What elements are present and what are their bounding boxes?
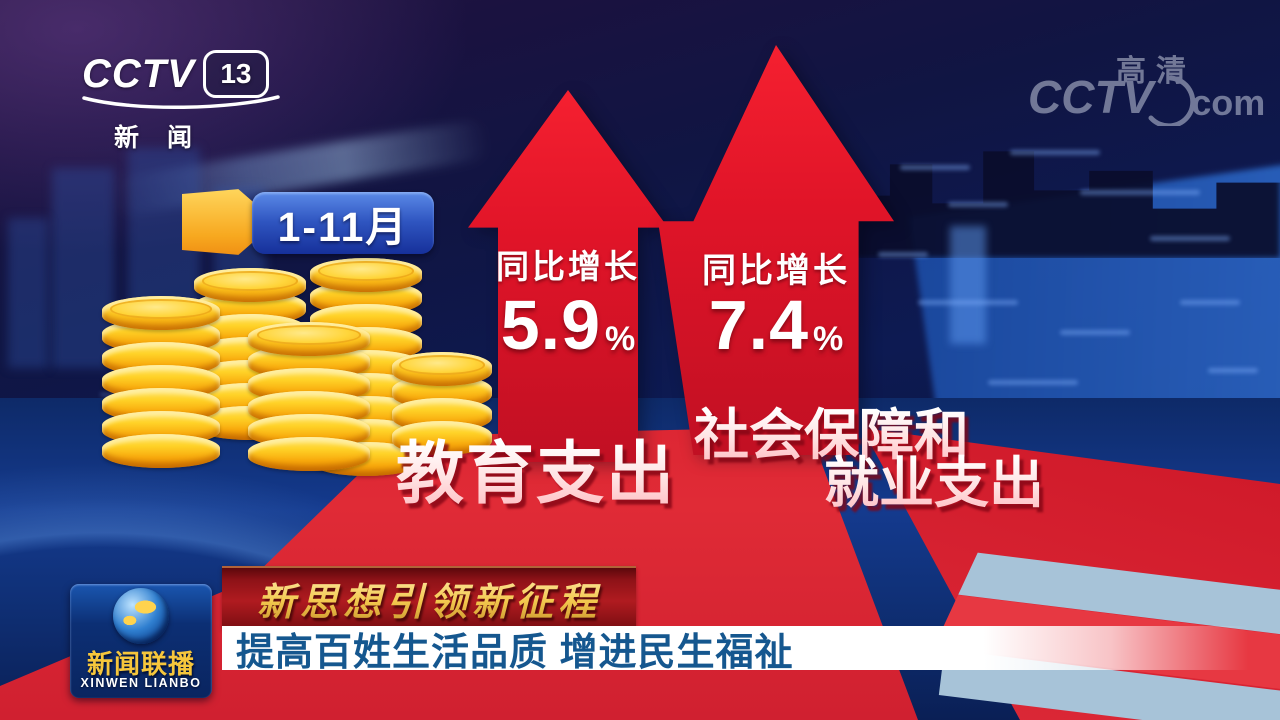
period-text: 1-11月 [277,204,409,250]
coin-stack [102,296,220,468]
growth-value: 7.4 % [658,290,894,360]
channel-name: 新闻 [114,124,221,152]
percent-sign: % [605,320,636,358]
growth-label: 同比增长 [702,252,850,290]
category-label-social-line1: 社会保障和 [694,390,969,470]
cctv-com-watermark: 高清 CCTV com [1028,46,1265,136]
coin-stack [392,352,492,455]
channel-number: 13 [220,58,252,89]
glow-column [950,226,986,344]
program-subtitle: XINWEN LIANBO [80,676,202,690]
growth-arrow-social-security: 同比增长 7.4 % [658,45,894,455]
growth-value-number: 5.9 [500,286,602,364]
period-pill: 1-11月 [252,192,434,254]
category-label-social-line2: 就业支出 [824,438,1044,518]
percent-sign: % [813,320,844,358]
channel-number-badge: 13 [202,50,269,98]
hd-label: 高清 [1116,55,1196,88]
program-logo: 新闻联播 XINWEN LIANBO [70,584,212,698]
headline-text: 提高百姓生活品质 增进民生福祉 [236,631,794,674]
growth-arrow-education: 同比增长 5.9 % [468,90,668,462]
growth-value: 5.9 % [468,290,668,360]
watermark-brand: CCTV [1028,71,1154,123]
channel-brand: CCTV [82,51,195,96]
program-title: 新闻联播 [86,649,195,679]
globe-icon [113,588,169,644]
category-label-education: 教育支出 [396,418,676,517]
theme-banner-text: 新思想引领新征程 [257,571,601,626]
coin-stack [248,322,370,471]
growth-label: 同比增长 [496,248,640,285]
swoosh-underline-icon [82,95,280,110]
watermark-suffix: com [1191,82,1266,123]
channel-bug: CCTV 13 新闻 [82,50,282,154]
growth-value-number: 7.4 [708,286,810,364]
theme-banner: 新思想引领新征程 [222,566,636,628]
headline-bar: 提高百姓生活品质 增进民生福祉 [222,626,1280,674]
swoosh-circle-icon [1148,75,1196,126]
